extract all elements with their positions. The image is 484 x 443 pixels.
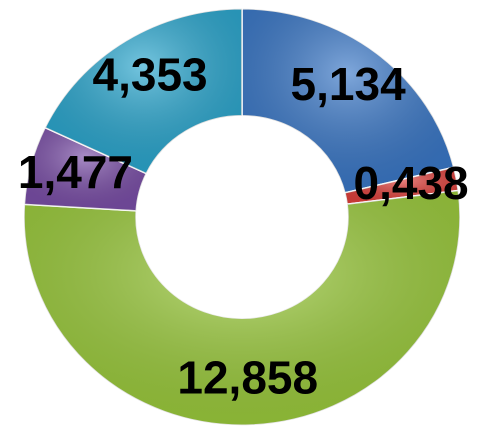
value-label: 0,438 bbox=[354, 157, 469, 209]
value-label: 5,134 bbox=[291, 58, 407, 110]
value-label: 12,858 bbox=[177, 351, 318, 403]
value-label: 1,477 bbox=[18, 146, 133, 198]
value-label: 4,353 bbox=[93, 48, 208, 100]
